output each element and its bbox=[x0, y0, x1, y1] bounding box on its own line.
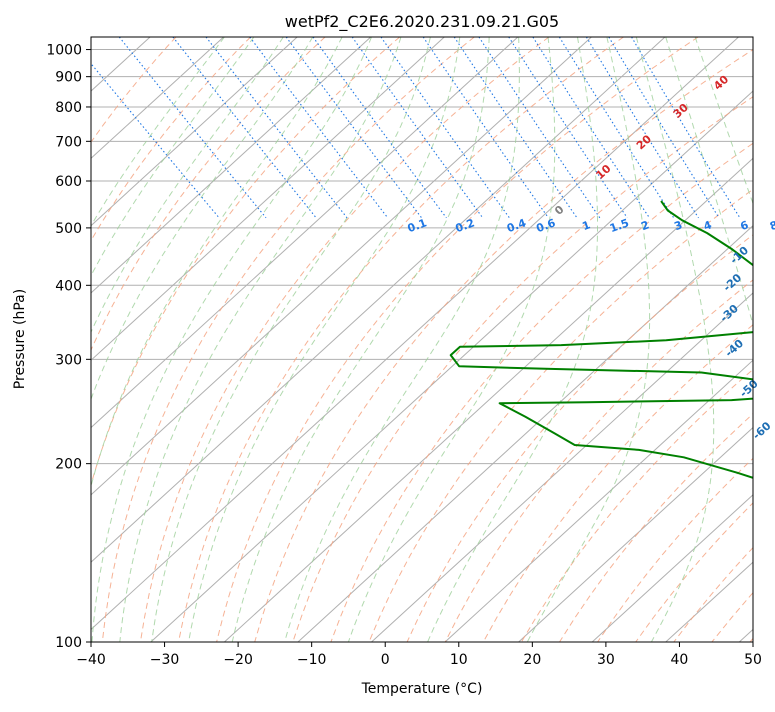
x-tick-label: −20 bbox=[223, 652, 253, 668]
y-tick-label: 100 bbox=[55, 635, 82, 651]
y-tick-label: 500 bbox=[55, 221, 82, 237]
chart-title: wetPf2_C2E6.2020.231.09.21.G05 bbox=[285, 12, 559, 32]
y-tick-label: 1000 bbox=[46, 43, 82, 59]
x-tick-label: 20 bbox=[523, 652, 541, 668]
x-tick-label: −40 bbox=[76, 652, 106, 668]
x-axis-title: Temperature (°C) bbox=[361, 681, 483, 697]
y-tick-label: 900 bbox=[55, 70, 82, 86]
y-tick-label: 400 bbox=[55, 278, 82, 294]
x-tick-label: −10 bbox=[297, 652, 327, 668]
y-tick-label: 200 bbox=[55, 457, 82, 473]
x-tick-label: 40 bbox=[671, 652, 689, 668]
y-tick-label: 700 bbox=[55, 134, 82, 150]
x-tick-label: 0 bbox=[381, 652, 390, 668]
y-tick-label: 300 bbox=[55, 352, 82, 368]
y-tick-label: 600 bbox=[55, 174, 82, 190]
x-tick-label: 50 bbox=[744, 652, 762, 668]
y-tick-label: 800 bbox=[55, 100, 82, 116]
x-tick-label: 30 bbox=[597, 652, 615, 668]
x-tick-label: −30 bbox=[150, 652, 180, 668]
x-tick-label: 10 bbox=[450, 652, 468, 668]
y-axis-title: Pressure (hPa) bbox=[12, 289, 28, 389]
